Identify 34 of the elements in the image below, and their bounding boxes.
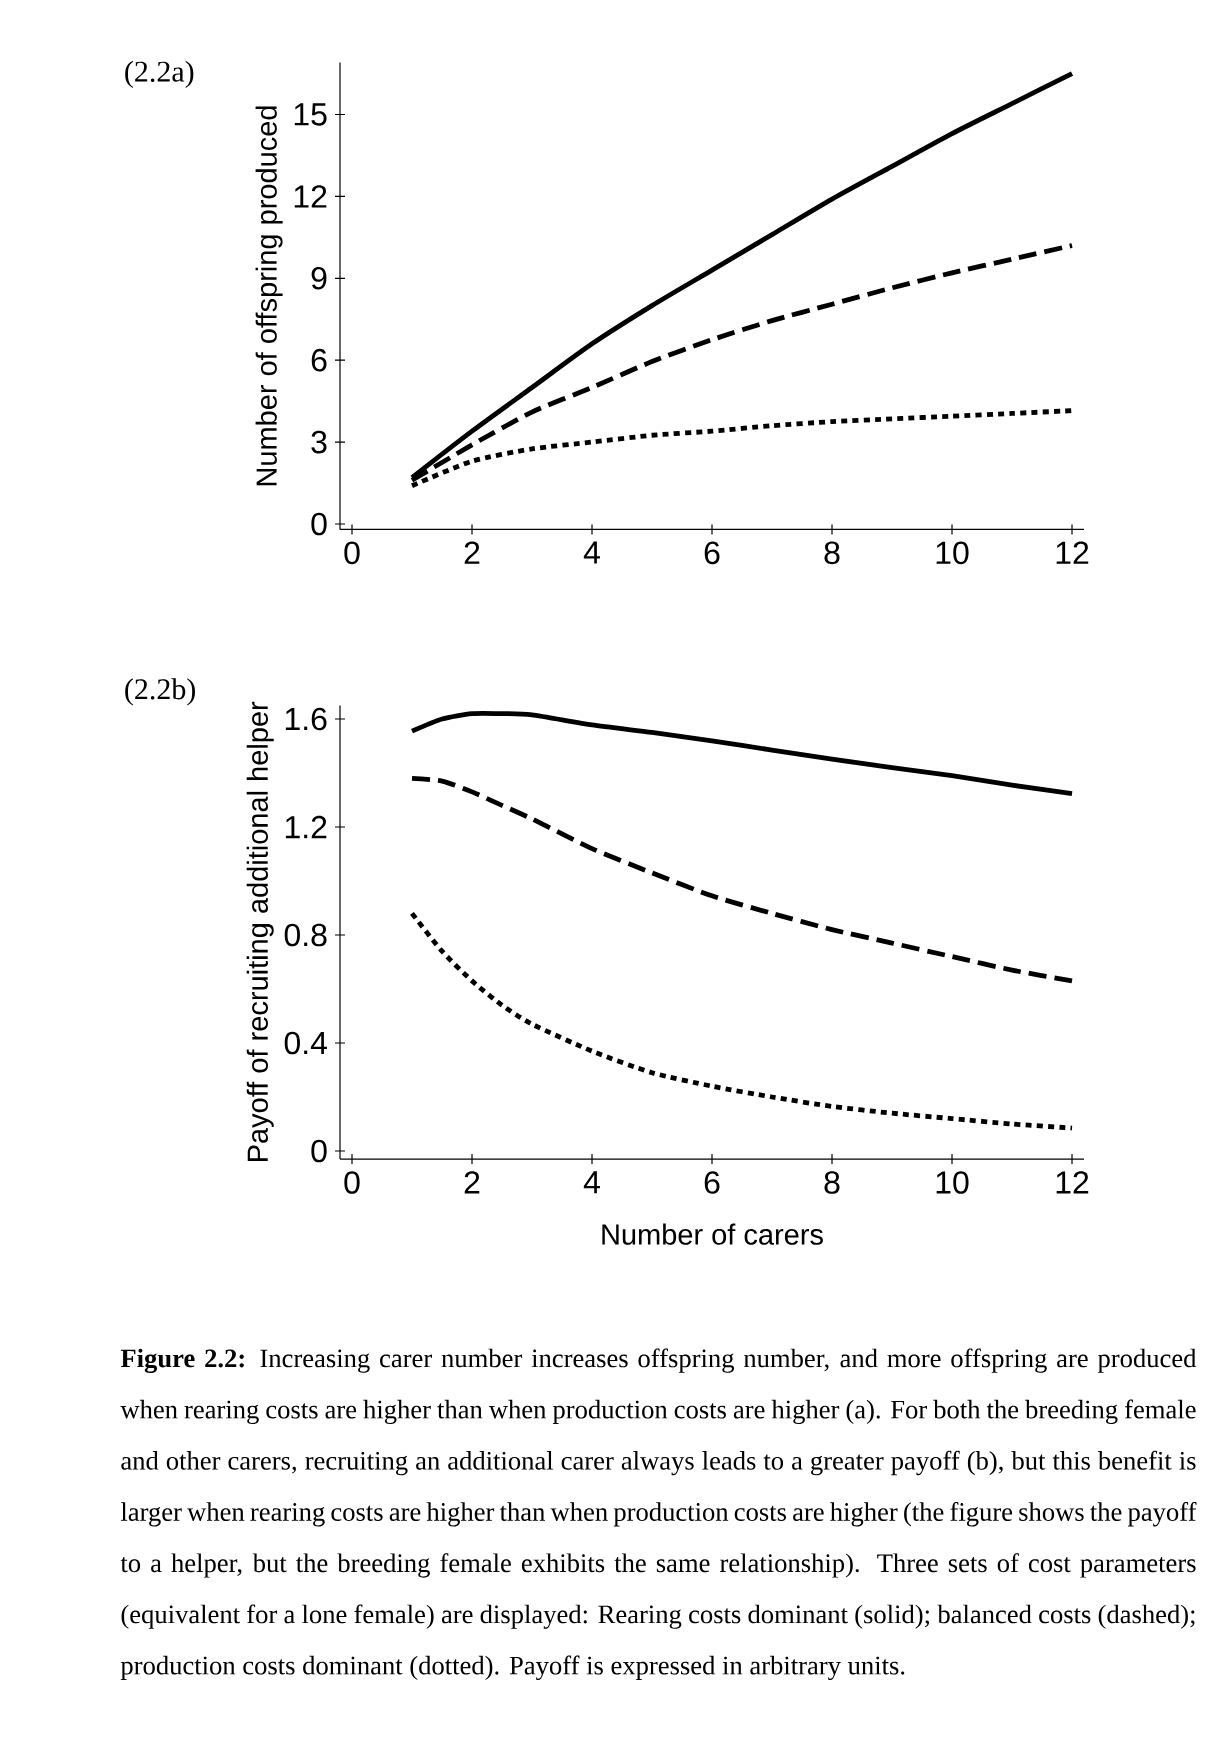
x-tick-label: 12 (1056, 1171, 1089, 1194)
x-tick-label: 0 (344, 1171, 360, 1194)
x-axis-title: Number of carers (602, 1223, 823, 1245)
y-tick-label: 3 (311, 430, 327, 454)
y-tick-label: 0.4 (284, 1031, 327, 1055)
y-tick-label: 15 (294, 103, 327, 126)
x-tick-label: 4 (583, 541, 600, 564)
chart-title: (2.2b) (125, 678, 196, 706)
y-axis-title: Number of offspring produced (255, 106, 283, 486)
y-tick-label: 12 (294, 185, 327, 208)
line-series (409, 775, 1075, 984)
x-tick-label: 10 (936, 1171, 969, 1194)
x-tick-label: 0 (344, 541, 360, 565)
y-tick-label: 6 (311, 348, 327, 372)
chart-title: (2.2a) (125, 60, 194, 88)
x-tick-label: 2 (464, 541, 480, 564)
y-tick-label: 1.2 (285, 815, 327, 839)
y-tick-label: 1.6 (285, 707, 327, 731)
y-axis-title: Payoff of recruiting additional helper (246, 701, 274, 1161)
x-tick-label: 8 (824, 1171, 840, 1194)
x-tick-label: 10 (936, 541, 969, 565)
x-tick-label: 2 (464, 1171, 480, 1194)
x-tick-label: 8 (824, 541, 840, 565)
line-series (409, 710, 1075, 796)
x-tick-label: 4 (583, 1171, 600, 1194)
text: Figure 2.2: Increasing carer number increases offspring number, and more offspring are produced when rearing costs are higher than when production costs are higher (a). For both the breeding female and other carers, recruiting an additional carer always leads to a greater payoff (b), but this benefit is larger when rearing costs are higher than when production costs are higher (the figure shows the payoff to a helper, but the breeding female exhibits the same relationship). Three sets of cost parameters (equivalent for a lone female) are displayed: Rearing costs dominant (solid); balanced costs (dashed); production costs dominant (dotted). Payoff is expressed in arbitrary units. (120, 1348, 1197, 1681)
y-tick-label: 0 (311, 1139, 327, 1163)
y-tick-label: 0.8 (284, 923, 327, 947)
y-tick-label: 9 (311, 266, 327, 290)
y-tick-label: 0 (311, 512, 327, 536)
x-tick-label: 6 (704, 1171, 720, 1194)
x-tick-label: 12 (1056, 541, 1089, 564)
line-series (409, 910, 1075, 1131)
x-tick-label: 6 (704, 541, 720, 565)
